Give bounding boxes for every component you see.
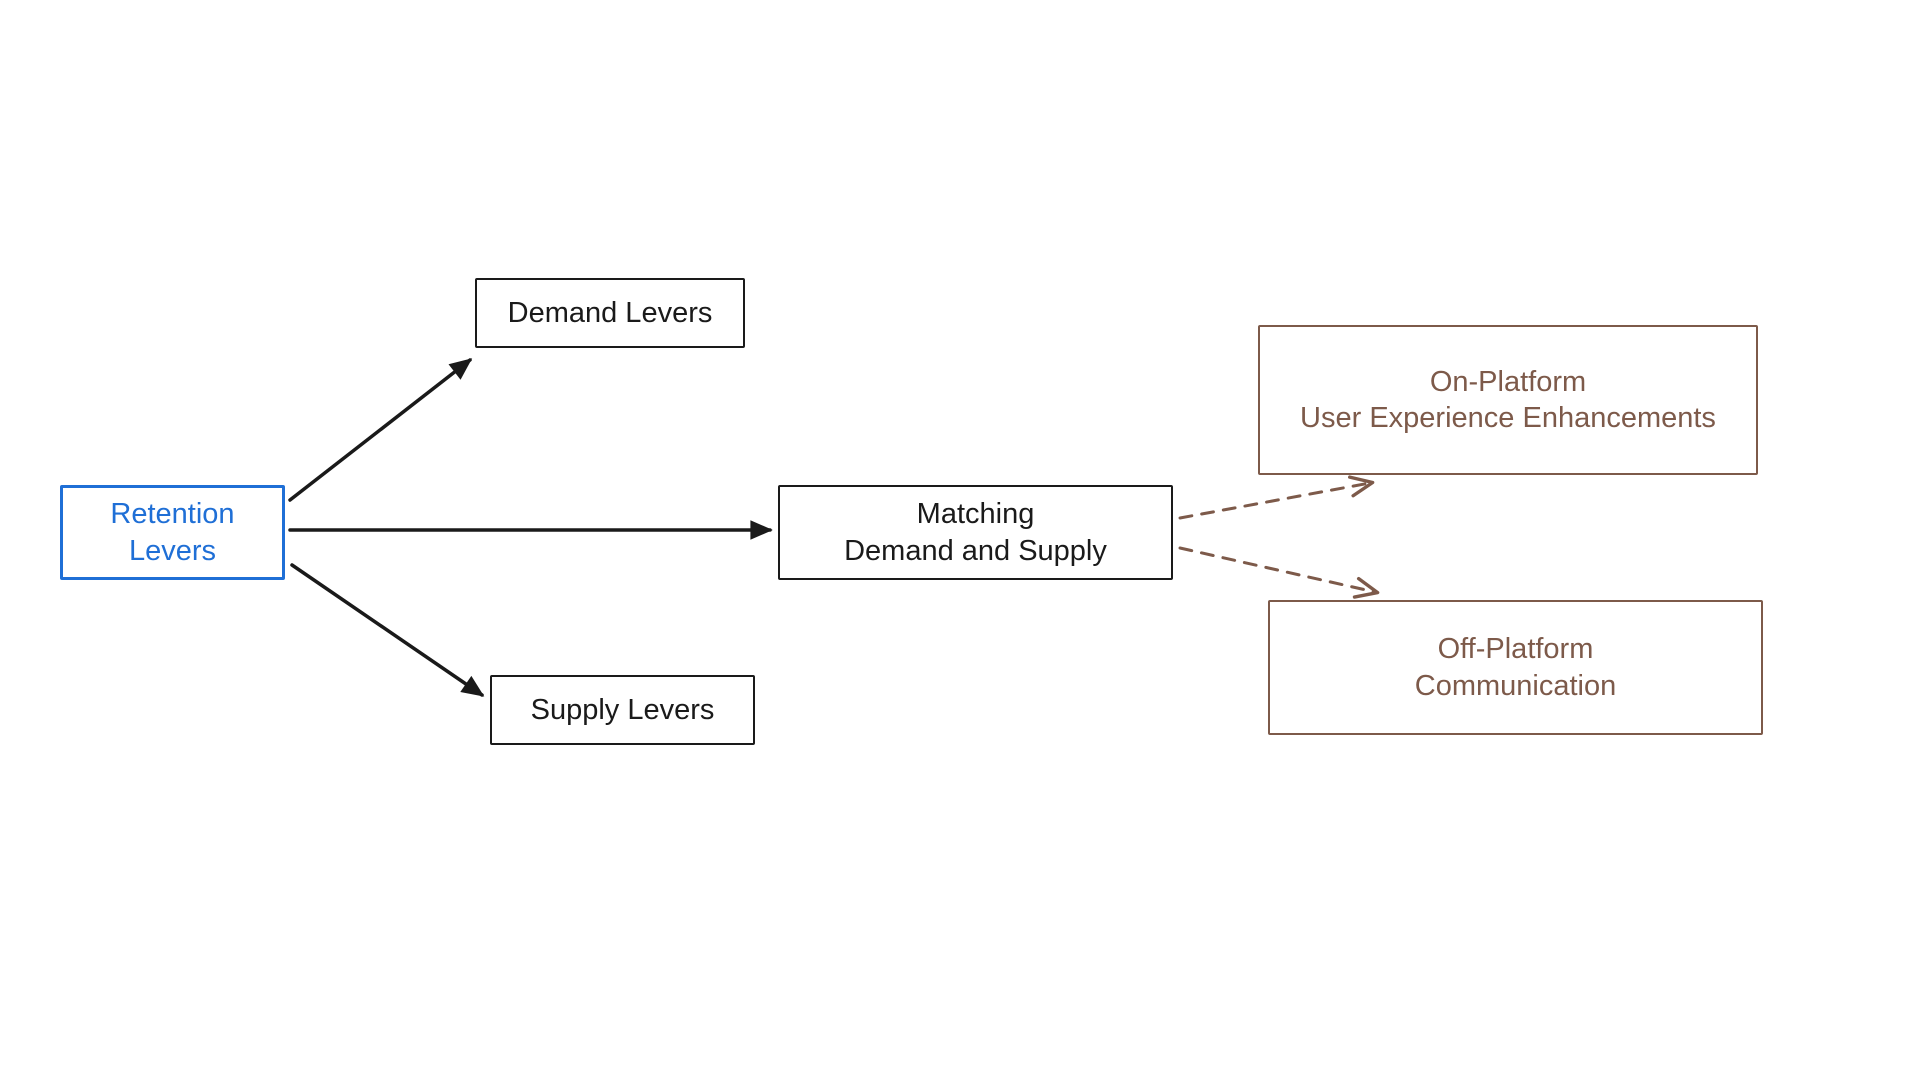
node-offplatform: Off-Platform Communication xyxy=(1268,600,1763,735)
node-label: Supply Levers xyxy=(531,692,715,728)
node-demand: Demand Levers xyxy=(475,278,745,348)
node-label: Retention Levers xyxy=(110,496,234,569)
node-matching: Matching Demand and Supply xyxy=(778,485,1173,580)
diagram-canvas: Retention Levers Demand Levers Supply Leve… xyxy=(0,0,1920,1080)
edge-e-match-offplat xyxy=(1180,548,1375,592)
node-label: Demand Levers xyxy=(508,295,713,331)
node-label: Off-Platform Communication xyxy=(1415,631,1616,704)
edge-e-ret-demand xyxy=(290,360,470,500)
node-onplatform: On-Platform User Experience Enhancements xyxy=(1258,325,1758,475)
edge-e-ret-supply xyxy=(292,565,482,695)
node-retention: Retention Levers xyxy=(60,485,285,580)
node-supply: Supply Levers xyxy=(490,675,755,745)
node-label: Matching Demand and Supply xyxy=(844,496,1107,569)
node-label: On-Platform User Experience Enhancements xyxy=(1300,364,1716,437)
edge-e-match-onplat xyxy=(1180,483,1370,518)
